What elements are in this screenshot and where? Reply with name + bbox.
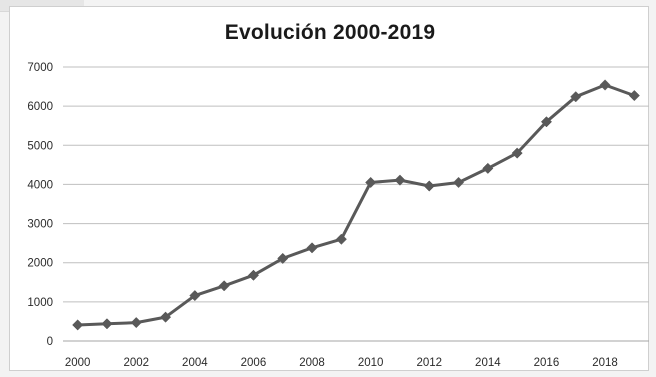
data-point-marker bbox=[540, 116, 553, 128]
data-point-marker bbox=[452, 176, 465, 189]
x-tick-label: 2008 bbox=[299, 357, 325, 369]
x-tick-label: 2002 bbox=[123, 357, 149, 369]
data-point-marker bbox=[570, 91, 582, 103]
data-point-marker bbox=[511, 147, 523, 159]
series-line bbox=[77, 83, 635, 327]
data-point-marker bbox=[599, 79, 611, 91]
x-tick-label: 2016 bbox=[534, 357, 560, 369]
data-point-marker bbox=[72, 319, 84, 331]
data-point-marker bbox=[189, 290, 201, 302]
y-tick-label: 0 bbox=[47, 336, 53, 348]
x-tick-label: 2000 bbox=[65, 357, 91, 369]
data-point-marker bbox=[335, 233, 347, 245]
data-point-marker bbox=[365, 176, 377, 189]
data-point-marker bbox=[306, 242, 318, 254]
data-point-marker bbox=[130, 317, 142, 329]
data-point-marker bbox=[423, 180, 435, 192]
x-tick-label: 2014 bbox=[475, 357, 501, 369]
y-tick-label: 6000 bbox=[27, 101, 53, 113]
data-point-marker bbox=[218, 280, 230, 292]
x-tick-label: 2012 bbox=[416, 357, 442, 369]
y-tick-label: 3000 bbox=[27, 219, 53, 231]
data-point-marker bbox=[277, 252, 289, 264]
x-tick-label: 2006 bbox=[241, 357, 267, 369]
data-point-marker bbox=[628, 90, 640, 102]
y-tick-label: 2000 bbox=[27, 258, 53, 270]
chart-title: Evolución 2000-2019 bbox=[224, 21, 436, 44]
data-point-marker bbox=[159, 311, 172, 323]
data-point-marker bbox=[101, 318, 113, 330]
y-tick-label: 4000 bbox=[27, 179, 53, 191]
data-point-marker bbox=[482, 162, 494, 174]
y-tick-label: 5000 bbox=[27, 140, 53, 152]
x-tick-label: 2004 bbox=[182, 357, 208, 369]
y-tick-label: 7000 bbox=[27, 62, 53, 74]
data-point-marker bbox=[247, 269, 260, 281]
data-point-marker bbox=[394, 174, 406, 186]
x-tick-label: 2010 bbox=[358, 357, 384, 369]
x-tick-label: 2018 bbox=[592, 357, 618, 369]
y-tick-label: 1000 bbox=[27, 297, 53, 309]
